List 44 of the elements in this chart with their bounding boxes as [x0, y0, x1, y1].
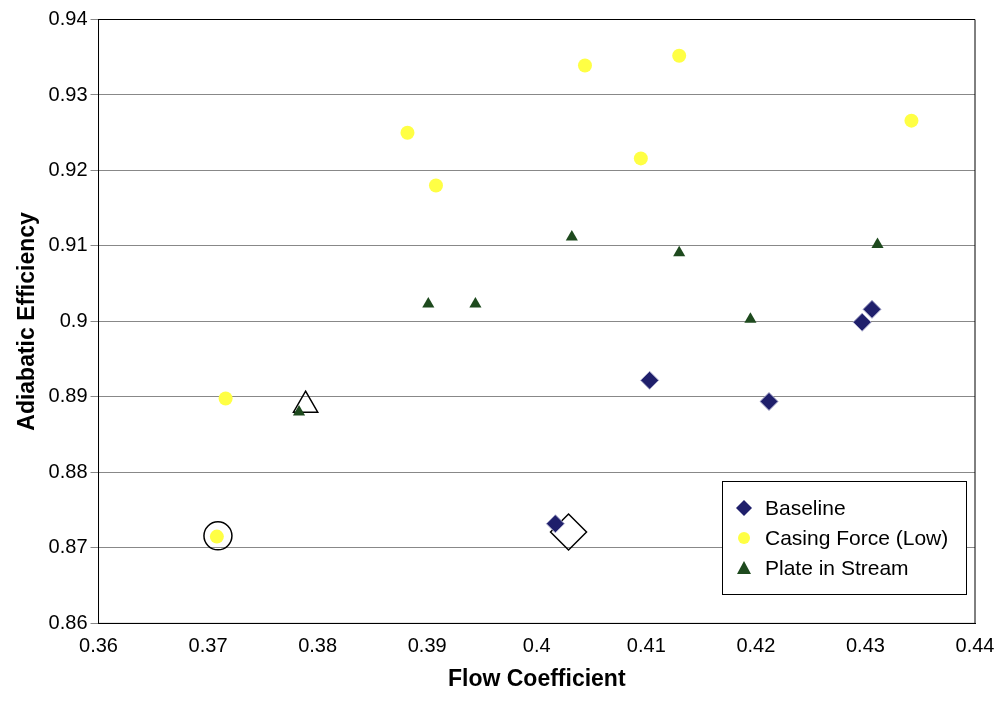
point: [871, 237, 884, 248]
y-tick-label: 0.93: [48, 82, 88, 105]
point: [904, 113, 919, 128]
point: [469, 297, 482, 308]
y-tick-label: 0.92: [48, 157, 88, 180]
legend-label: Plate in Stream: [765, 556, 909, 581]
legend-label: Baseline: [765, 496, 846, 521]
x-tick-label: 0.41: [626, 633, 666, 656]
point: [862, 299, 882, 319]
point: [577, 58, 592, 73]
y-axis-title: Adiabatic Efficiency: [13, 211, 40, 431]
point: [545, 514, 565, 534]
point: [400, 125, 415, 140]
y-tick-label: 0.87: [48, 535, 88, 558]
x-tick-label: 0.37: [188, 633, 228, 656]
point: [549, 513, 588, 551]
point: [673, 245, 686, 257]
point: [640, 370, 660, 390]
x-tick-label: 0.38: [298, 633, 338, 656]
point: [565, 229, 578, 241]
x-tick-label: 0.4: [522, 633, 551, 656]
point: [292, 405, 306, 416]
y-tick-label: 0.89: [48, 384, 88, 407]
y-tick-label: 0.9: [59, 308, 88, 331]
y-tick-label: 0.86: [48, 610, 88, 633]
point: [428, 178, 443, 193]
point: [744, 312, 757, 323]
point: [633, 151, 648, 166]
x-tick-label: 0.36: [79, 633, 118, 656]
x-axis-title: Flow Coefficient: [447, 664, 626, 691]
y-tick-label: 0.94: [48, 7, 88, 30]
point: [672, 48, 687, 63]
x-tick-label: 0.44: [955, 633, 995, 656]
legend-label: Casing Force (Low): [765, 526, 949, 551]
x-tick-label: 0.42: [736, 633, 776, 656]
point: [422, 297, 435, 308]
x-tick-label: 0.43: [845, 633, 885, 656]
y-tick-label: 0.88: [48, 459, 88, 482]
x-tick-label: 0.39: [407, 633, 447, 656]
point: [218, 391, 233, 406]
point: [203, 521, 233, 551]
point: [852, 312, 872, 332]
point: [759, 391, 779, 411]
y-tick-label: 0.91: [48, 233, 88, 256]
